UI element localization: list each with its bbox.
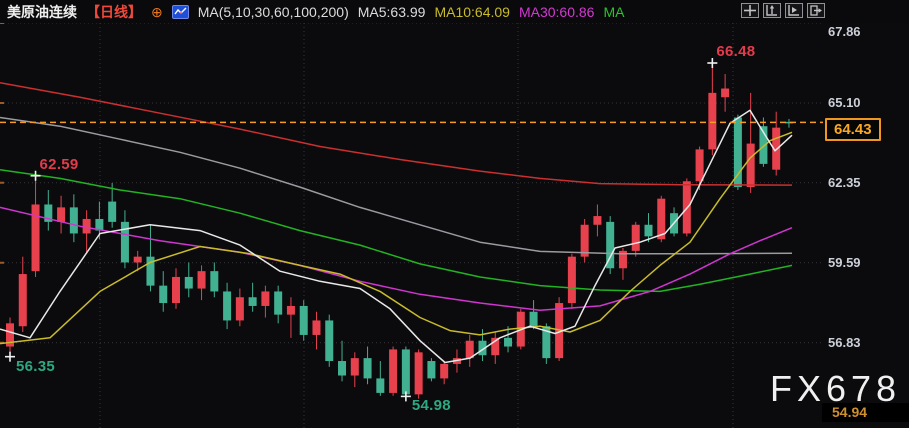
- low-price-annotation: 54.98: [411, 397, 451, 415]
- axis-scale-up-icon[interactable]: [763, 3, 781, 18]
- high-price-annotation: 66.48: [716, 43, 756, 60]
- pane-shift-right-icon[interactable]: [807, 3, 825, 18]
- axis-tick-label: 67.86: [828, 24, 861, 39]
- axis-bottom-label: 54.94: [822, 403, 909, 422]
- axis-tick-label: 65.10: [828, 95, 861, 110]
- ma-settings-label[interactable]: MA(5,10,30,60,100,200): [197, 3, 349, 20]
- axis-tick-label: 56.83: [828, 334, 861, 350]
- ma5-value: MA5:63.99: [357, 3, 426, 20]
- period-label[interactable]: 【日线】: [86, 3, 142, 20]
- chart-header: 美原油连续 【日线】 ⊕ MA(5,10,30,60,100,200) MA5:…: [0, 0, 909, 23]
- axis-tick-label: 62.35: [828, 174, 861, 190]
- ma30-value: MA30:60.86: [518, 3, 595, 20]
- axis-tick-label: 59.59: [828, 254, 861, 270]
- add-indicator-icon[interactable]: ⊕: [151, 3, 163, 20]
- high-price-annotation: 62.59: [39, 155, 79, 173]
- chart-toolbar: [741, 3, 825, 18]
- crosshair-icon[interactable]: [741, 3, 759, 18]
- line-chart-icon[interactable]: [171, 4, 189, 19]
- symbol-name: 美原油连续: [7, 3, 77, 20]
- ma60-value: MA: [603, 3, 625, 20]
- axis-play-icon[interactable]: [785, 3, 803, 18]
- current-price-badge: 64.43: [825, 118, 881, 142]
- low-price-annotation: 56.35: [16, 357, 56, 375]
- ma10-value: MA10:64.09: [434, 3, 510, 20]
